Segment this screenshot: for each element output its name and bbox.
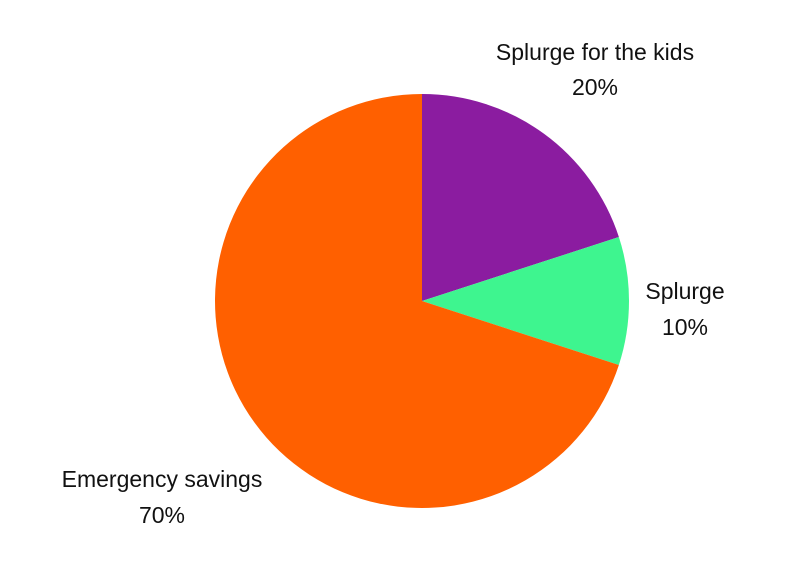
slice-value-label: 10%	[662, 314, 708, 340]
slice-value-label: 20%	[572, 74, 618, 100]
slice-label: Emergency savings	[62, 466, 263, 492]
pie-slice-splurge	[422, 237, 630, 365]
pie-slice-emergency-savings	[215, 94, 619, 508]
pie-slices	[215, 94, 630, 508]
slice-value-label: 70%	[139, 502, 185, 528]
slice-label: Splurge for the kids	[496, 39, 694, 65]
pie-labels: Splurge for the kids 20% Splurge 10% Emergen…	[62, 39, 725, 528]
slice-label: Splurge	[645, 278, 724, 304]
pie-slice-splurge-for-the-kids	[422, 94, 619, 301]
